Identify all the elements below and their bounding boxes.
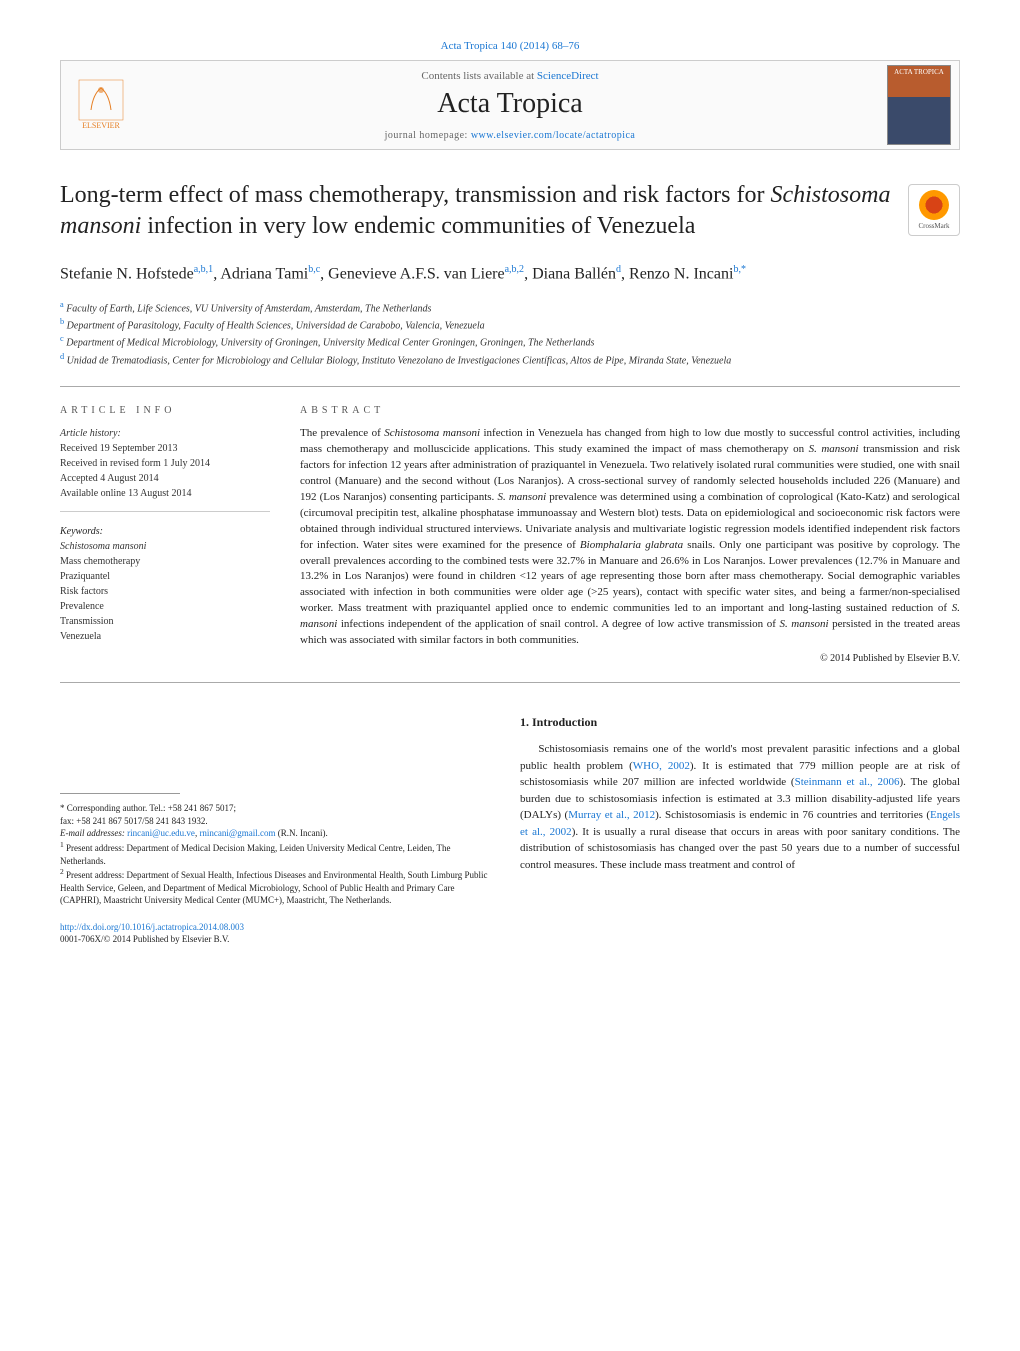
keyword-5: Prevalence: [60, 599, 270, 614]
divider-bottom: [60, 682, 960, 683]
paper-title: Long-term effect of mass chemotherapy, t…: [60, 180, 892, 242]
affiliation-a: Faculty of Earth, Life Sciences, VU Univ…: [66, 303, 431, 314]
introduction-column: 1. Introduction Schistosomiasis remains …: [520, 713, 960, 946]
authors-line: Stefanie N. Hofstedea,b,1, Adriana Tamib…: [60, 262, 960, 286]
keyword-1: Schistosoma mansoni: [60, 541, 146, 552]
ref-steinmann-2006[interactable]: Steinmann et al., 2006: [795, 776, 900, 788]
doi-link[interactable]: http://dx.doi.org/10.1016/j.actatropica.…: [60, 922, 244, 932]
footnote-1: 1 Present address: Department of Medical…: [60, 840, 490, 867]
footnote-2: 2 Present address: Department of Sexual …: [60, 867, 490, 907]
ref-who-2002[interactable]: WHO, 2002: [633, 760, 690, 772]
elsevier-logo: ELSEVIER: [69, 69, 133, 141]
accepted-date: Accepted 4 August 2014: [60, 471, 270, 486]
citation-link[interactable]: Acta Tropica 140 (2014) 68–76: [441, 40, 580, 52]
doi-block: http://dx.doi.org/10.1016/j.actatropica.…: [60, 921, 490, 946]
journal-cover-thumb: ACTA TROPICA: [887, 65, 951, 145]
affiliation-c: Department of Medical Microbiology, Univ…: [66, 338, 594, 349]
received-date: Received 19 September 2013: [60, 441, 270, 456]
divider-top: [60, 386, 960, 387]
intro-heading: 1. Introduction: [520, 713, 960, 731]
keyword-2: Mass chemotherapy: [60, 554, 270, 569]
abstract-copyright: © 2014 Published by Elsevier B.V.: [300, 653, 960, 664]
info-divider: [60, 511, 270, 512]
contents-available-label: Contents lists available at ScienceDirec…: [133, 70, 887, 82]
author-4-affil[interactable]: d: [616, 264, 621, 275]
journal-homepage-line: journal homepage: www.elsevier.com/locat…: [133, 130, 887, 141]
author-2-affil[interactable]: b,c: [308, 264, 320, 275]
footnote-separator: [60, 793, 180, 794]
article-info-header: ARTICLE INFO: [60, 405, 270, 416]
author-3: Genevieve A.F.S. van Liere: [328, 266, 504, 283]
contents-bar: ELSEVIER Contents lists available at Sci…: [60, 60, 960, 150]
keyword-3: Praziquantel: [60, 569, 270, 584]
affiliations-block: a Faculty of Earth, Life Sciences, VU Un…: [60, 299, 960, 368]
header-citation: Acta Tropica 140 (2014) 68–76: [60, 40, 960, 52]
author-5: Renzo N. Incani: [629, 266, 733, 283]
keyword-6: Transmission: [60, 614, 270, 629]
affiliation-b: Department of Parasitology, Faculty of H…: [67, 320, 485, 331]
author-5-affil[interactable]: b,*: [733, 264, 746, 275]
journal-homepage-link[interactable]: www.elsevier.com/locate/actatropica: [471, 130, 636, 141]
footnotes-column: * Corresponding author. Tel.: +58 241 86…: [60, 713, 490, 946]
affiliation-d: Unidad de Trematodiasis, Center for Micr…: [67, 355, 732, 366]
author-1-affil[interactable]: a,b,1: [194, 264, 213, 275]
keyword-4: Risk factors: [60, 584, 270, 599]
author-3-affil[interactable]: a,b,2: [505, 264, 524, 275]
revised-date: Received in revised form 1 July 2014: [60, 456, 270, 471]
keywords-label: Keywords:: [60, 526, 270, 537]
crossmark-badge[interactable]: CrossMark: [908, 184, 960, 236]
keyword-7: Venezuela: [60, 629, 270, 644]
article-history: Article history: Received 19 September 2…: [60, 426, 270, 501]
corresponding-fax: fax: +58 241 867 5017/58 241 843 1932.: [60, 815, 490, 828]
keywords-list: Schistosoma mansoni Mass chemotherapy Pr…: [60, 539, 270, 644]
crossmark-label: CrossMark: [918, 222, 949, 230]
online-date: Available online 13 August 2014: [60, 486, 270, 501]
email-line: E-mail addresses: rincani@uc.edu.ve, rni…: [60, 827, 490, 840]
author-1: Stefanie N. Hofstede: [60, 266, 194, 283]
issn-line: 0001-706X/© 2014 Published by Elsevier B…: [60, 934, 229, 944]
elsevier-logo-text: ELSEVIER: [71, 76, 131, 135]
journal-name: Acta Tropica: [133, 88, 887, 120]
author-2: Adriana Tami: [220, 266, 308, 283]
abstract-text: The prevalence of Schistosoma mansoni in…: [300, 426, 960, 649]
corresponding-author: * Corresponding author. Tel.: +58 241 86…: [60, 802, 490, 815]
email-link-2[interactable]: rnincani@gmail.com: [199, 828, 275, 838]
journal-cover-label: ACTA TROPICA: [890, 68, 948, 76]
ref-murray-2012[interactable]: Murray et al., 2012: [568, 809, 655, 821]
intro-paragraph: Schistosomiasis remains one of the world…: [520, 741, 960, 873]
abstract-header: ABSTRACT: [300, 405, 960, 416]
crossmark-icon: [919, 190, 949, 220]
svg-text:ELSEVIER: ELSEVIER: [82, 121, 120, 130]
email-link-1[interactable]: rincani@uc.edu.ve: [127, 828, 195, 838]
sciencedirect-link[interactable]: ScienceDirect: [537, 70, 599, 82]
author-4: Diana Ballén: [532, 266, 616, 283]
